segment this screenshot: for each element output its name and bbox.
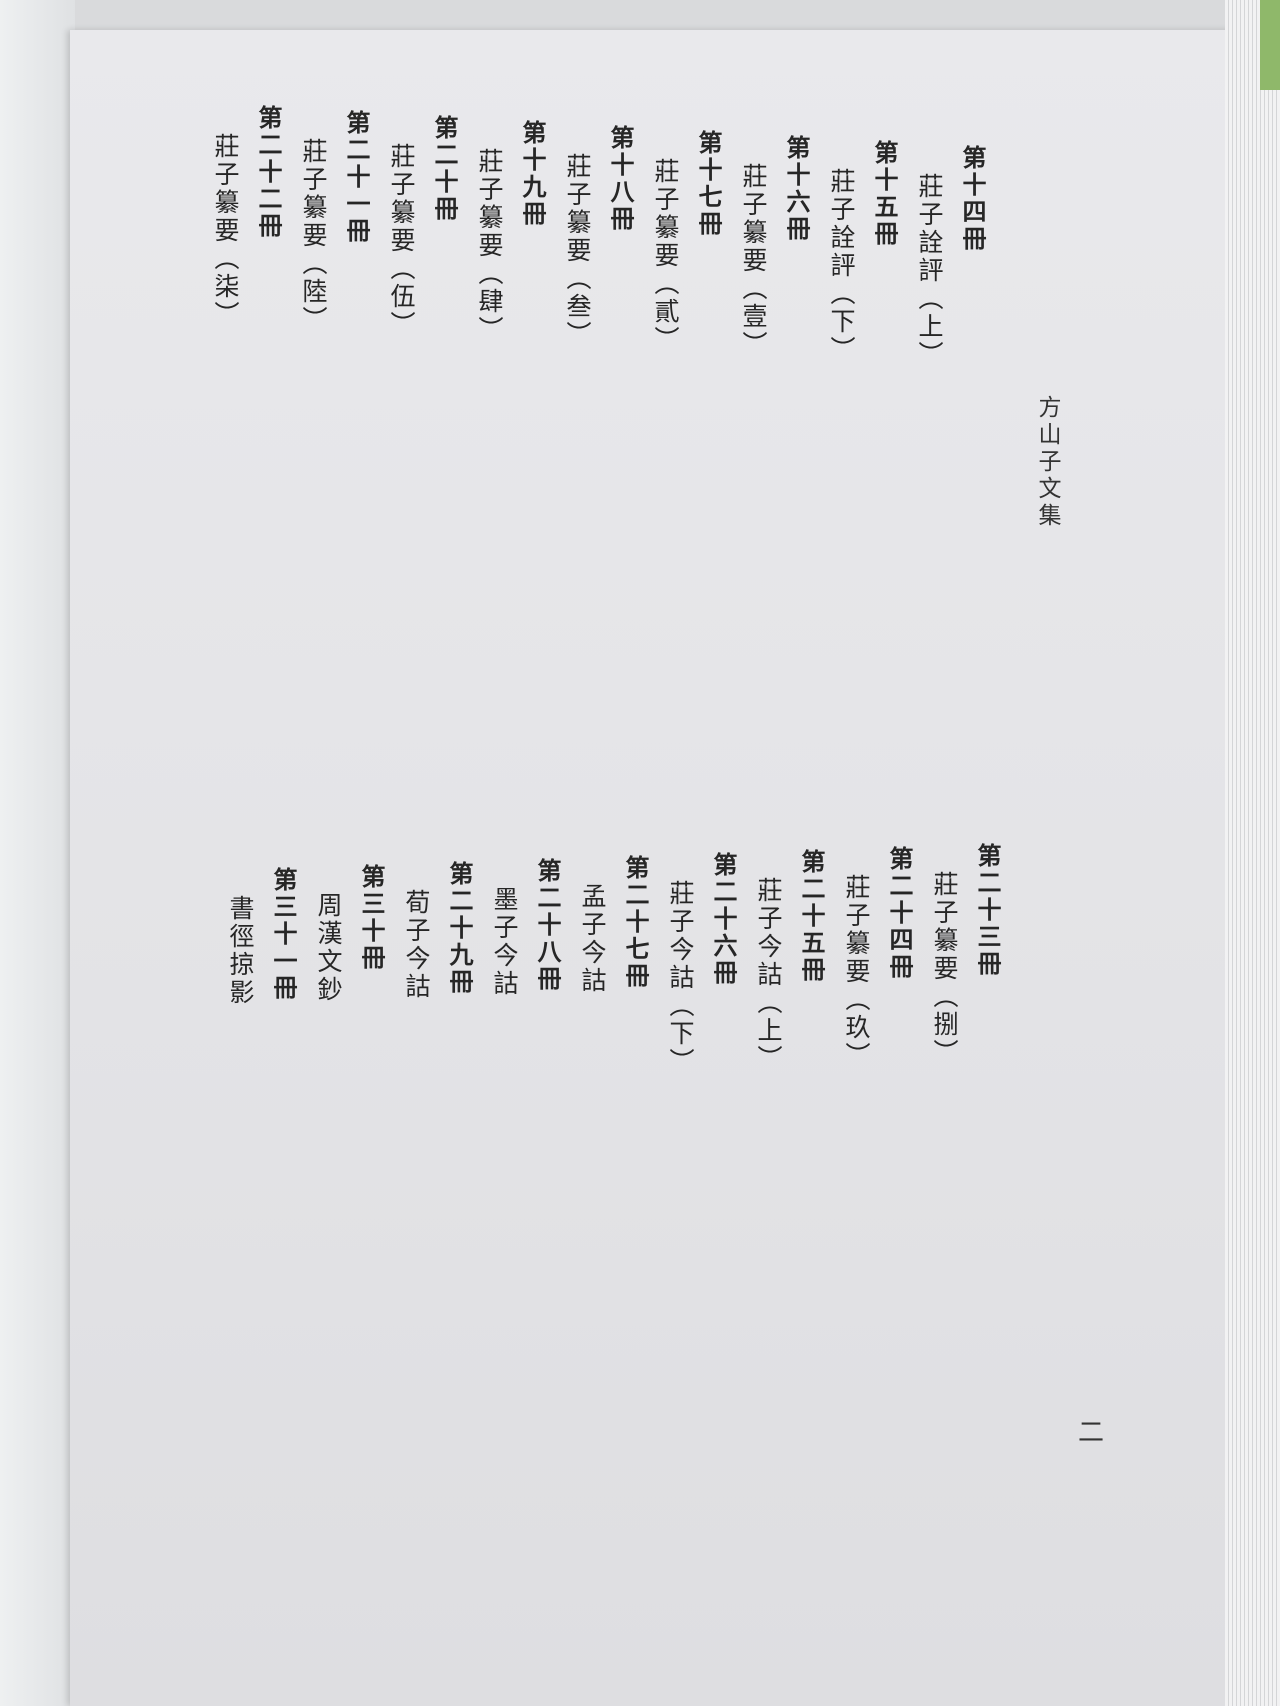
facing-page-edge (0, 0, 75, 1706)
book-page (70, 30, 1235, 1706)
volume-label: 第二十二冊 (254, 105, 282, 240)
work-title: 莊子今詁（上） (754, 877, 783, 1073)
work-title: 周漢文鈔 (314, 892, 343, 1004)
volume-label: 第二十五冊 (797, 849, 825, 984)
volume-label: 第十四冊 (958, 145, 986, 253)
work-title: 莊子纂要（伍） (387, 143, 416, 339)
work-title: 莊子纂要（捌） (930, 871, 959, 1067)
volume-label: 第二十四冊 (885, 846, 913, 981)
volume-label: 第十七冊 (694, 130, 722, 238)
volume-label: 第十五冊 (870, 140, 898, 248)
work-title: 孟子今詁 (578, 883, 607, 995)
work-title: 莊子詮評（上） (915, 173, 944, 369)
volume-label: 第三十一冊 (269, 867, 297, 1002)
volume-label: 第十九冊 (518, 120, 546, 228)
volume-label: 第二十七冊 (621, 855, 649, 990)
work-title: 莊子纂要（玖） (842, 874, 871, 1070)
volume-label: 第十六冊 (782, 135, 810, 243)
volume-label: 第二十一冊 (342, 110, 370, 245)
page-stack-edges (1225, 0, 1280, 1706)
volume-label: 第十八冊 (606, 125, 634, 233)
work-title: 墨子今詁 (490, 886, 519, 998)
volume-label: 第二十八冊 (533, 858, 561, 993)
work-title: 荀子今詁 (402, 889, 431, 1001)
work-title: 莊子纂要（叁） (563, 153, 592, 349)
work-title: 書徑掠影 (226, 895, 255, 1007)
work-title: 莊子纂要（貳） (651, 158, 680, 354)
volume-label: 第二十六冊 (709, 852, 737, 987)
volume-label: 第二十九冊 (445, 861, 473, 996)
work-title: 莊子纂要（柒） (211, 133, 240, 329)
work-title: 莊子纂要（肆） (475, 148, 504, 344)
volume-label: 第二十冊 (430, 115, 458, 223)
work-title: 莊子纂要（陸） (299, 138, 328, 334)
work-title: 莊子今詁（下） (666, 880, 695, 1076)
work-title: 莊子詮評（下） (827, 168, 856, 364)
running-header: 方山子文集 (1034, 395, 1060, 530)
page-number: 二 (1078, 1418, 1105, 1448)
volume-label: 第二十三冊 (973, 843, 1001, 978)
background-object (1260, 0, 1280, 90)
volume-label: 第三十冊 (357, 864, 385, 972)
work-title: 莊子纂要（壹） (739, 163, 768, 359)
